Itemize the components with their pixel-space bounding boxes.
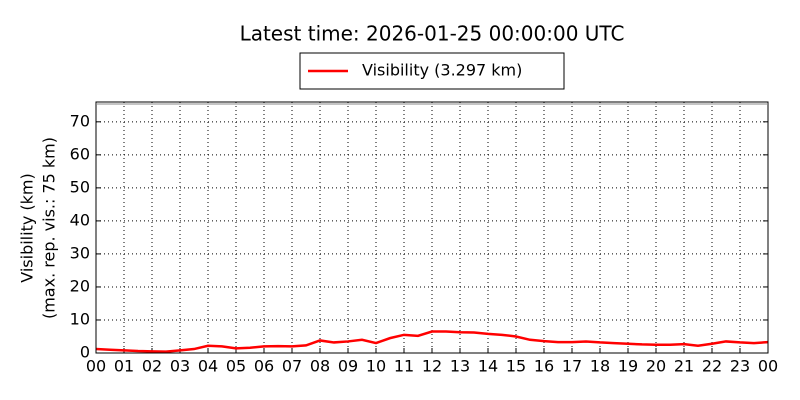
y-axis-label: (max. rep. vis.: 75 km) [40,137,59,319]
x-tick-label: 04 [198,357,218,376]
x-tick-label: 23 [730,357,750,376]
y-tick-label: 30 [70,243,90,262]
chart-title: Latest time: 2026-01-25 00:00:00 UTC [240,22,625,46]
data-line [95,330,769,353]
y-tick-label: 60 [70,144,90,163]
x-tick-label: 19 [618,357,638,376]
y-axis-label: Visibility (km) [18,173,37,282]
x-tick-label: 22 [702,357,722,376]
x-tick-label: 15 [506,357,526,376]
x-tick-label: 01 [114,357,134,376]
x-tick-label: 02 [142,357,162,376]
y-tick-label: 10 [70,309,90,328]
x-tick-label: 12 [422,357,442,376]
y-tick-label: 40 [70,210,90,229]
x-tick-label: 07 [282,357,302,376]
x-tick-label: 00 [758,357,778,376]
x-tick-label: 08 [310,357,330,376]
x-tick-label: 20 [646,357,666,376]
y-tick-label: 20 [70,276,90,295]
x-tick-label: 05 [226,357,246,376]
x-tick-label: 03 [170,357,190,376]
x-tick-label: 14 [478,357,498,376]
x-tick-label: 17 [562,357,582,376]
x-tick-label: 18 [590,357,610,376]
y-tick-label: 0 [80,343,90,362]
x-tick-label: 00 [86,357,106,376]
legend-label: Visibility (3.297 km) [362,61,522,80]
x-tick-label: 11 [394,357,414,376]
plot-frame [95,101,769,354]
y-tick-label: 70 [70,111,90,130]
x-tick-label: 09 [338,357,358,376]
y-tick-label: 50 [70,177,90,196]
x-tick-label: 21 [674,357,694,376]
x-tick-label: 06 [254,357,274,376]
x-tick-label: 10 [366,357,386,376]
x-tick-label: 16 [534,357,554,376]
x-tick-label: 13 [450,357,470,376]
